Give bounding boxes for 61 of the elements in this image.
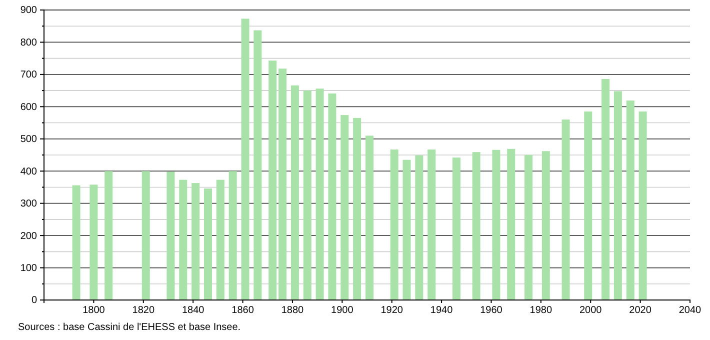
x-tick-label: 1920 <box>380 305 404 316</box>
bar <box>626 100 634 300</box>
bar <box>562 120 570 300</box>
y-tick-label: 900 <box>20 5 38 16</box>
bar <box>204 188 212 300</box>
bar <box>415 155 424 300</box>
x-tick-label: 1820 <box>132 305 155 316</box>
bar <box>290 85 299 300</box>
bar <box>104 171 113 300</box>
bar <box>316 88 324 300</box>
bar <box>268 60 277 300</box>
bar <box>472 152 480 300</box>
x-tick-label: 2020 <box>629 305 652 316</box>
bar <box>602 78 610 300</box>
bar <box>507 148 516 300</box>
x-tick-label: 1900 <box>331 305 354 316</box>
y-tick-label: 600 <box>20 102 38 113</box>
bar <box>241 18 250 300</box>
bar <box>340 115 349 300</box>
x-tick-label: 1940 <box>430 305 454 316</box>
x-tick-label: 1960 <box>480 305 503 316</box>
bar <box>402 160 411 300</box>
bar <box>192 183 200 300</box>
y-tick-label: 100 <box>20 262 38 274</box>
bar <box>166 172 175 300</box>
bar <box>228 171 237 300</box>
y-tick-label: 400 <box>20 166 38 178</box>
x-tick-label: 1860 <box>232 305 254 316</box>
bar <box>142 171 150 300</box>
bar <box>216 180 224 300</box>
bar <box>524 155 532 300</box>
x-tick-label: 1980 <box>530 305 552 316</box>
bar <box>179 180 188 300</box>
x-tick-label: 1880 <box>281 305 304 316</box>
bar <box>492 150 500 300</box>
bar <box>254 30 262 300</box>
bar <box>542 151 550 300</box>
bar <box>303 90 312 300</box>
y-tick-label: 0 <box>31 295 38 306</box>
x-tick-label: 2040 <box>678 305 702 316</box>
bar <box>90 184 98 300</box>
bar <box>390 150 398 300</box>
x-tick-label: 1800 <box>82 305 106 316</box>
bar <box>638 112 647 300</box>
bar <box>278 68 287 300</box>
x-tick-label: 2000 <box>579 305 602 316</box>
bar <box>428 150 436 300</box>
bar <box>353 118 362 300</box>
source-note: Sources : base Cassini de l'EHESS et base Insee. <box>18 322 241 333</box>
y-tick-label: 700 <box>20 70 38 81</box>
bar <box>584 112 592 300</box>
y-tick-label: 300 <box>20 198 38 210</box>
y-tick-label: 200 <box>20 230 38 242</box>
x-tick-label: 1840 <box>182 305 205 316</box>
bar <box>365 136 374 300</box>
y-tick-label: 500 <box>20 134 38 146</box>
bar <box>452 158 460 300</box>
bar <box>328 93 336 300</box>
bar <box>614 91 622 300</box>
y-tick-label: 800 <box>20 37 38 48</box>
bar <box>72 185 80 300</box>
